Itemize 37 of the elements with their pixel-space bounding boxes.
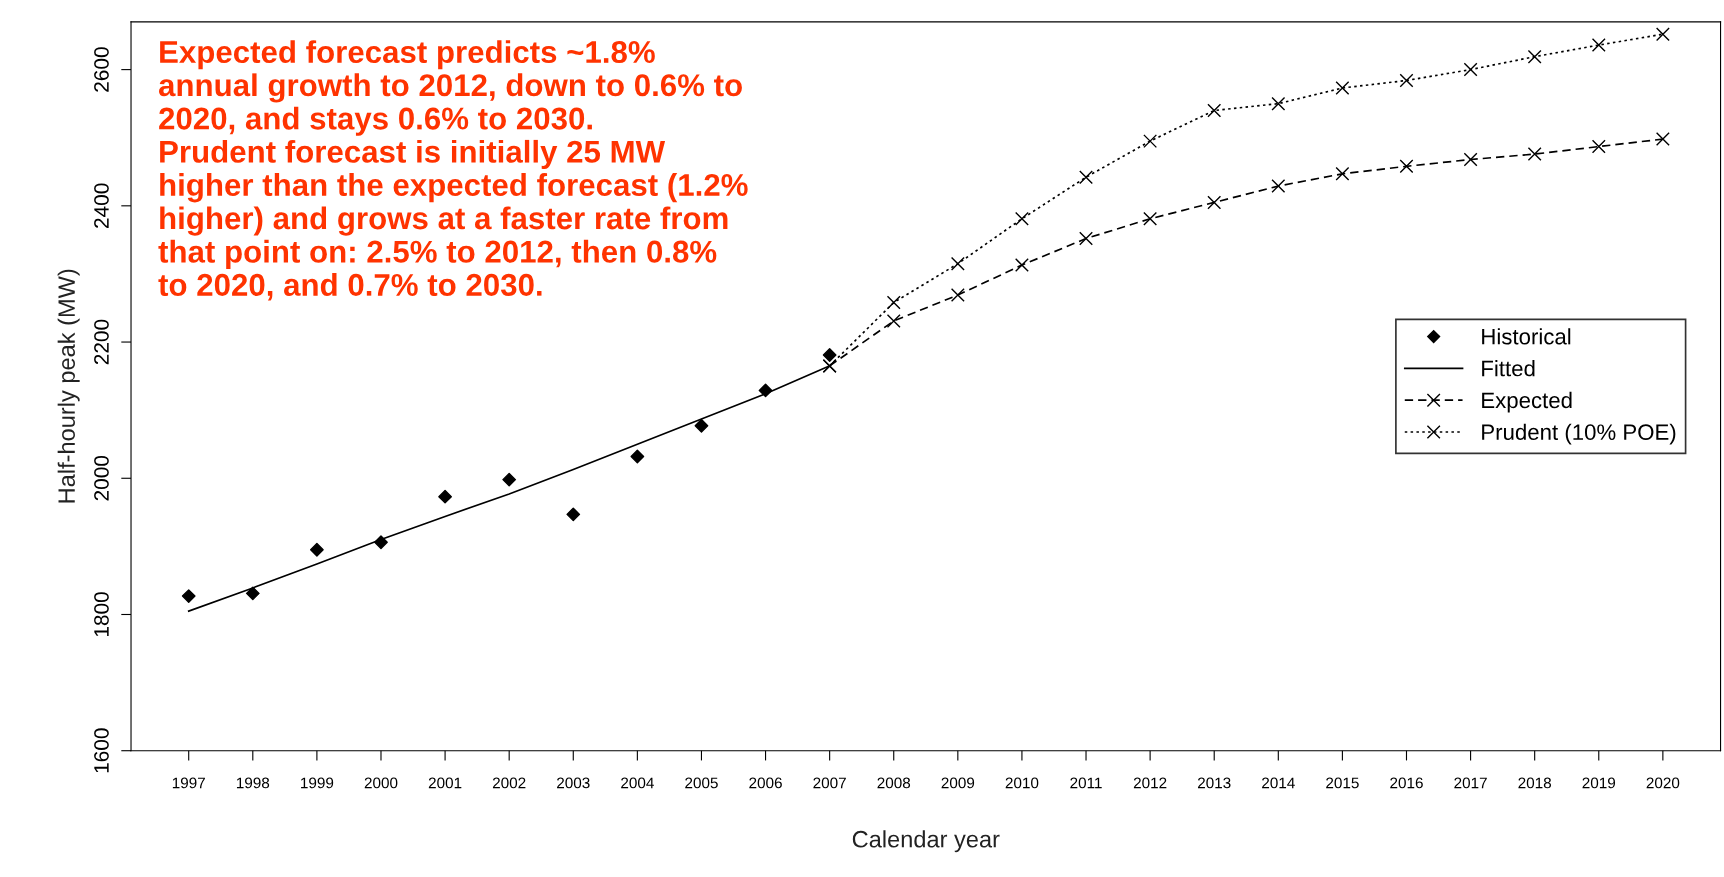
legend-label: Fitted [1482,360,1535,377]
x-tick-label: 2018 [1518,777,1552,789]
x-tick-label: 2017 [1454,777,1487,789]
x-tick-label: 1997 [172,777,205,789]
x-tick-label: 2016 [1390,777,1423,789]
y-tick-label: 1600 [94,728,109,773]
x-tick-label: 2020 [1646,777,1680,789]
x-tick-label: 2010 [1005,777,1039,789]
legend-label: Prudent (10% POE) [1482,423,1676,445]
x-tick-label: 2014 [1262,777,1295,789]
x-tick-label: 2019 [1582,777,1616,789]
x-tick-label: 2008 [877,777,911,789]
y-axis-title: Half-hourly peak (MW) [57,269,80,503]
y-tick-label: 1800 [94,592,109,637]
x-tick-label: 2002 [492,777,526,789]
x-tick-label: 2012 [1133,777,1167,789]
x-tick-label: 1998 [236,777,270,789]
x-tick-label: 2015 [1326,777,1359,789]
annotation: Expected forecast predicts ~1.8% annual growth to 2012, down to 0.6% to 2020, and stays 0.6% to 2030. Prudent forecast is initially 25 MW higher than the expected forecast (1.2% higher) and grows at a faster rate from that point on: 2.5% to 2012, then 0.8% to 2020, and 0.7% to 2030. [158,40,748,301]
x-tick-label: 2001 [428,777,462,789]
x-tick-label: 2004 [621,777,654,789]
x-tick-label: 2000 [364,777,398,789]
y-tick-label: 2000 [94,455,109,501]
x-axis-title: Calendar year [852,830,1000,853]
legend-label: Expected [1482,391,1572,413]
x-tick-label: 2003 [557,777,590,789]
x-tick-label: 2005 [685,777,718,789]
y-tick-label: 2400 [94,183,109,228]
legend-label: Historical [1482,328,1571,345]
x-tick-label: 2006 [749,777,782,789]
x-tick-label: 2009 [941,777,975,789]
y-tick-label: 2200 [94,319,109,365]
x-tick-label: 2013 [1197,777,1231,789]
x-tick-label: 2011 [1070,777,1102,789]
y-tick-label: 2600 [94,47,109,92]
x-tick-label: 1999 [301,777,334,789]
x-tick-label: 2007 [813,777,846,789]
